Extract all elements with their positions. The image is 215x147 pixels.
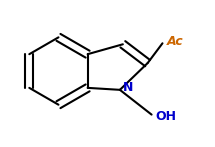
Text: OH: OH [155,110,177,123]
Text: Ac: Ac [166,35,183,48]
Text: N: N [123,81,133,94]
